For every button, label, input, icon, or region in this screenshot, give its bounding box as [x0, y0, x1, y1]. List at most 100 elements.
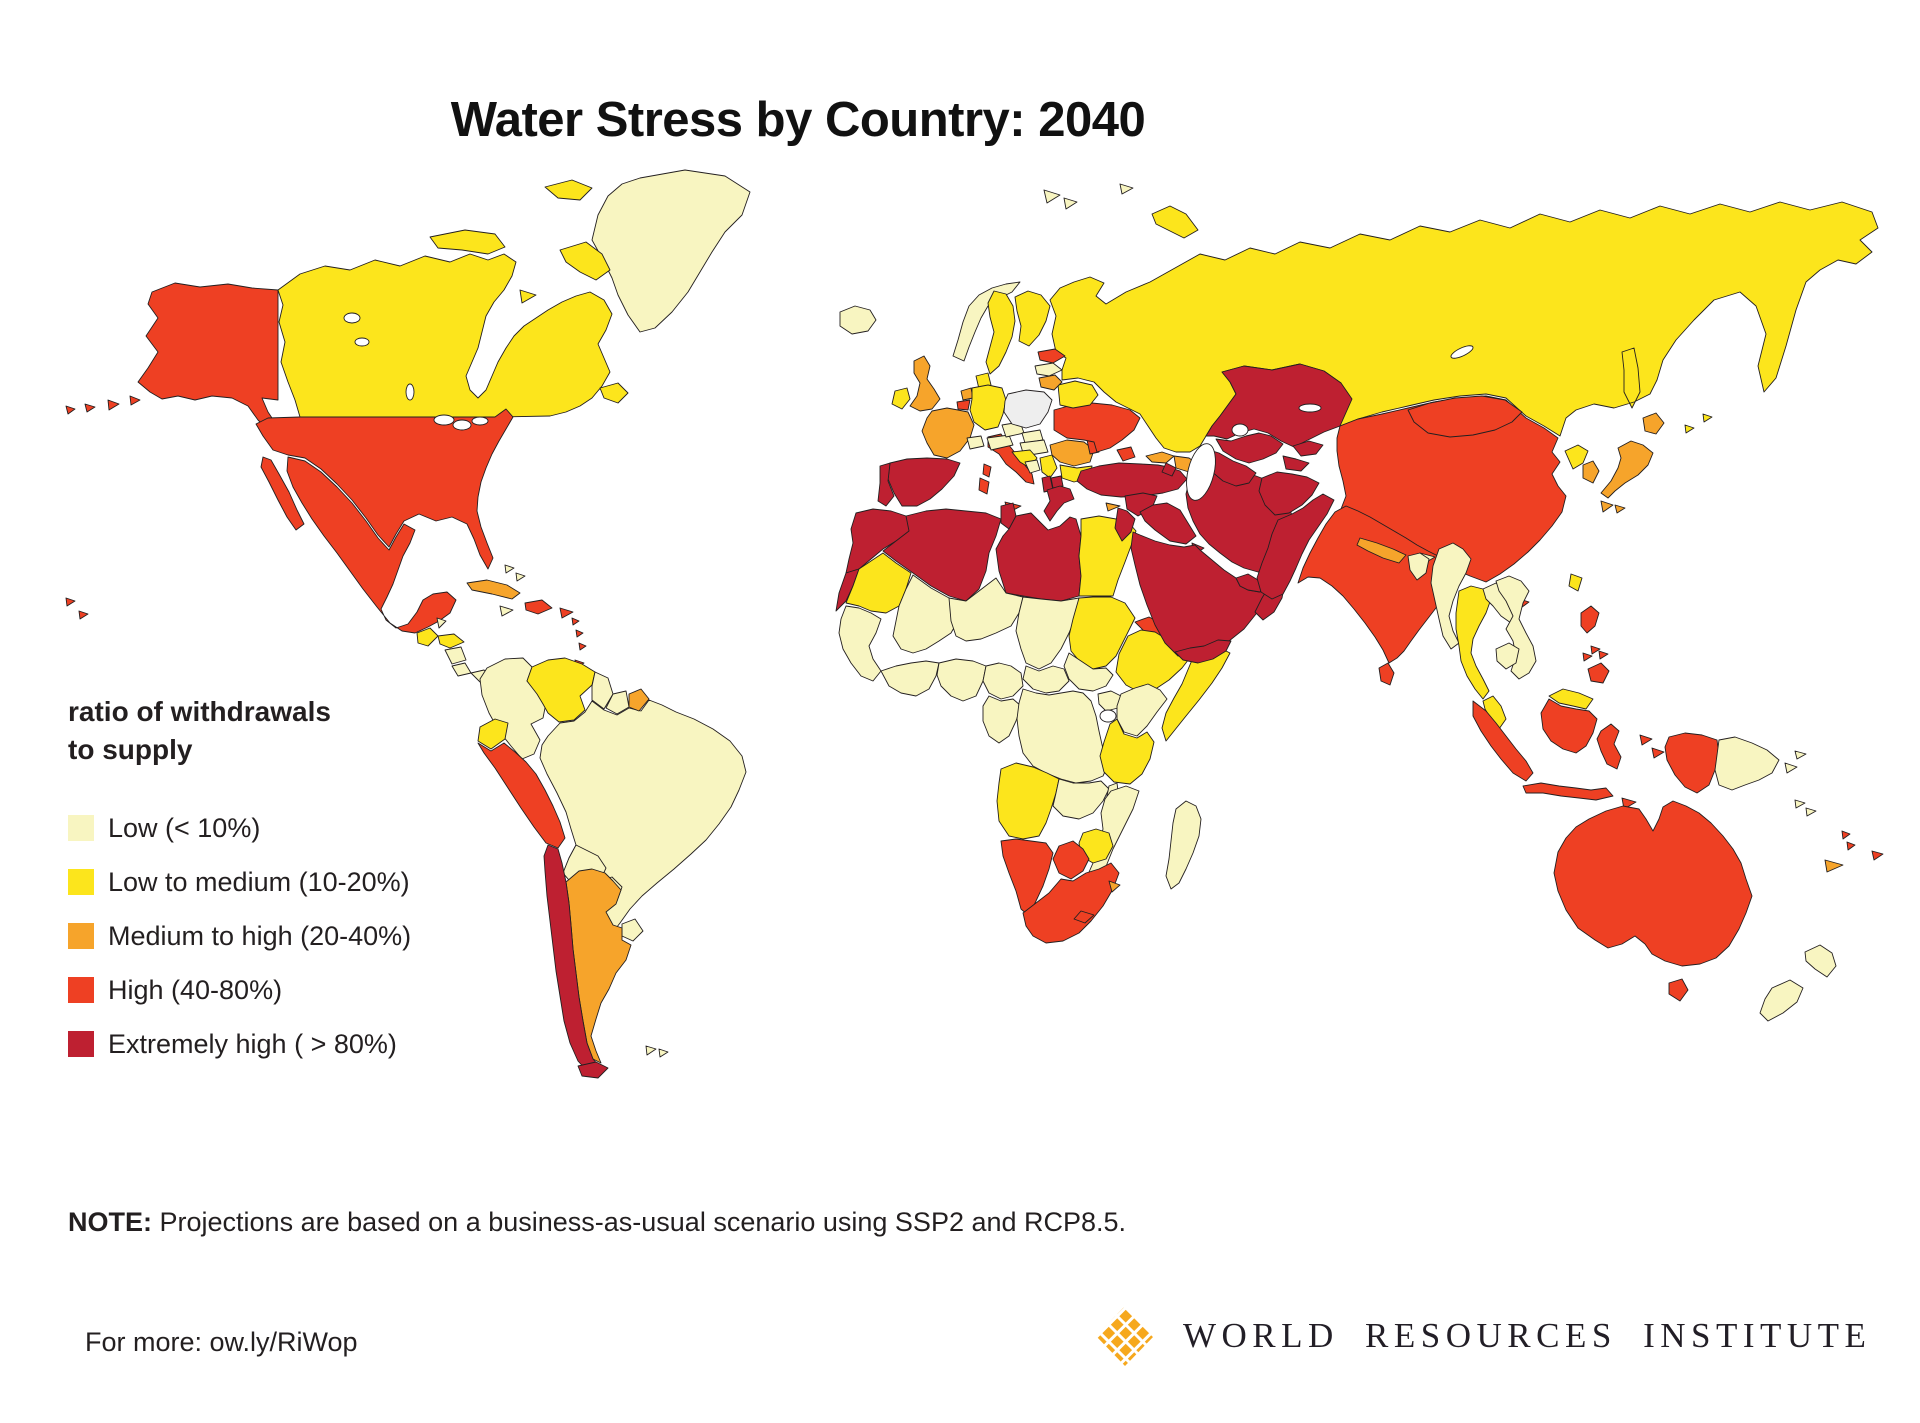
lake-winnipeg	[405, 383, 415, 401]
legend-label-low-to-medium: Low to medium (10-20%)	[108, 866, 410, 897]
country-kazakhstan	[1205, 363, 1353, 448]
great-slave-lake	[354, 337, 370, 347]
country-morocco	[845, 508, 917, 574]
legend-swatch-extremely-high	[68, 1031, 94, 1057]
legend-label-medium-to-high: Medium to high (20-40%)	[108, 920, 412, 951]
country-colombia	[479, 657, 547, 760]
legend: ratio of withdrawals to supply Low (< 10…	[68, 693, 508, 1071]
country-nepal	[1356, 537, 1407, 564]
country-french-guiana	[628, 688, 650, 712]
country-cambodia	[1495, 642, 1520, 670]
country-namibia	[1000, 838, 1054, 917]
wri-logo-text: WORLD RESOURCES INSTITUTE	[1183, 1316, 1872, 1355]
country-norway	[952, 281, 1021, 362]
legend-heading: ratio of withdrawals to supply	[68, 693, 508, 769]
country-cyprus	[1105, 502, 1121, 512]
country-lesotho	[1073, 910, 1095, 924]
country-cameroon	[982, 662, 1024, 700]
country-finland	[1014, 290, 1051, 347]
country-yemen	[1174, 639, 1232, 664]
country-ukraine	[1053, 402, 1141, 462]
for-more-link[interactable]: For more: ow.ly/RiWop	[85, 1327, 358, 1357]
country-portugal	[877, 462, 895, 507]
lake-huron-erie	[452, 419, 472, 431]
country-senegal-guinea	[838, 605, 882, 682]
country-new-caledonia	[1824, 859, 1844, 873]
country-south-africa	[1022, 862, 1120, 944]
country-spain	[887, 457, 961, 507]
country-austria	[986, 434, 1014, 451]
country-gabon-congo	[982, 695, 1022, 744]
wri-logo: WORLD RESOURCES INSTITUTE	[1095, 1305, 1871, 1367]
country-ireland	[891, 387, 911, 410]
country-north-korea	[1564, 444, 1589, 470]
note: NOTE: Projections are based on a busines…	[68, 1207, 1126, 1238]
country-angola	[996, 762, 1060, 840]
country-tierra-del-fuego	[577, 1061, 609, 1079]
country-iceland	[839, 305, 877, 335]
page-title: Water Stress by Country: 2040	[450, 93, 1146, 147]
country-kenya	[1116, 683, 1168, 737]
country-madagascar	[1165, 800, 1202, 890]
country-kyrgyzstan	[1292, 440, 1324, 457]
country-vanuatu	[1841, 830, 1856, 851]
country-venezuela	[526, 657, 596, 723]
country-myanmar	[1430, 542, 1472, 650]
country-eswatini	[1108, 880, 1121, 893]
country-greenland	[591, 169, 751, 333]
great-bear-lake	[343, 312, 361, 324]
country-honduras	[437, 633, 465, 649]
country-france	[921, 407, 975, 459]
country-tajikistan	[1282, 455, 1310, 472]
country-estonia	[1037, 348, 1066, 364]
legend-items: Low (< 10%) Low to medium (10-20%) Mediu…	[68, 801, 508, 1071]
country-ecuador	[477, 718, 509, 750]
country-indonesia	[1472, 698, 1720, 810]
country-australia	[1553, 800, 1753, 967]
country-solomon-islands	[1794, 799, 1817, 817]
aral-sea	[1231, 423, 1249, 437]
country-alaska	[65, 282, 279, 433]
caspian-sea	[1186, 443, 1216, 501]
country-costa-rica	[451, 662, 472, 677]
country-chad	[1015, 596, 1080, 670]
legend-label-extremely-high: Extremely high ( > 80%)	[108, 1028, 397, 1059]
note-text: Projections are based on a business-as-u…	[152, 1207, 1127, 1237]
country-mexico	[260, 456, 457, 634]
legend-item-low-to-medium: Low to medium (10-20%)	[68, 855, 508, 909]
wri-logo-icon	[1096, 1306, 1154, 1366]
country-pakistan	[1256, 493, 1335, 600]
country-russia	[1049, 201, 1879, 453]
country-hispaniola	[524, 599, 553, 615]
note-label: NOTE:	[68, 1207, 152, 1237]
legend-item-extremely-high: Extremely high ( > 80%)	[68, 1017, 508, 1071]
country-iraq	[1139, 502, 1197, 545]
country-afghanistan	[1258, 471, 1320, 516]
country-uzbekistan	[1215, 432, 1284, 464]
lake-balkhash	[1298, 403, 1322, 413]
country-taiwan	[1568, 573, 1583, 592]
legend-swatch-low	[68, 815, 94, 841]
country-romania	[1049, 439, 1095, 467]
country-latvia	[1034, 362, 1063, 377]
country-japan	[1600, 412, 1665, 514]
country-falkland-islands	[645, 1045, 669, 1058]
legend-swatch-medium-to-high	[68, 923, 94, 949]
lake-baikal	[1450, 345, 1474, 359]
country-vietnam	[1495, 575, 1537, 680]
country-lesser-antilles	[571, 617, 587, 669]
legend-heading-line2: to supply	[68, 734, 193, 765]
legend-label-low: Low (< 10%)	[108, 812, 261, 843]
country-sweden	[985, 290, 1016, 375]
country-macedonia	[1050, 475, 1064, 489]
country-uruguay	[621, 918, 644, 942]
country-peru	[477, 742, 566, 849]
country-turkey	[1076, 462, 1188, 498]
country-belgium	[956, 399, 971, 411]
country-mali	[892, 574, 964, 654]
lake-superior-michigan	[433, 414, 455, 426]
country-belize	[436, 617, 447, 629]
country-germany	[969, 384, 1007, 431]
country-sudan	[1068, 596, 1136, 670]
country-poland	[1003, 389, 1053, 429]
